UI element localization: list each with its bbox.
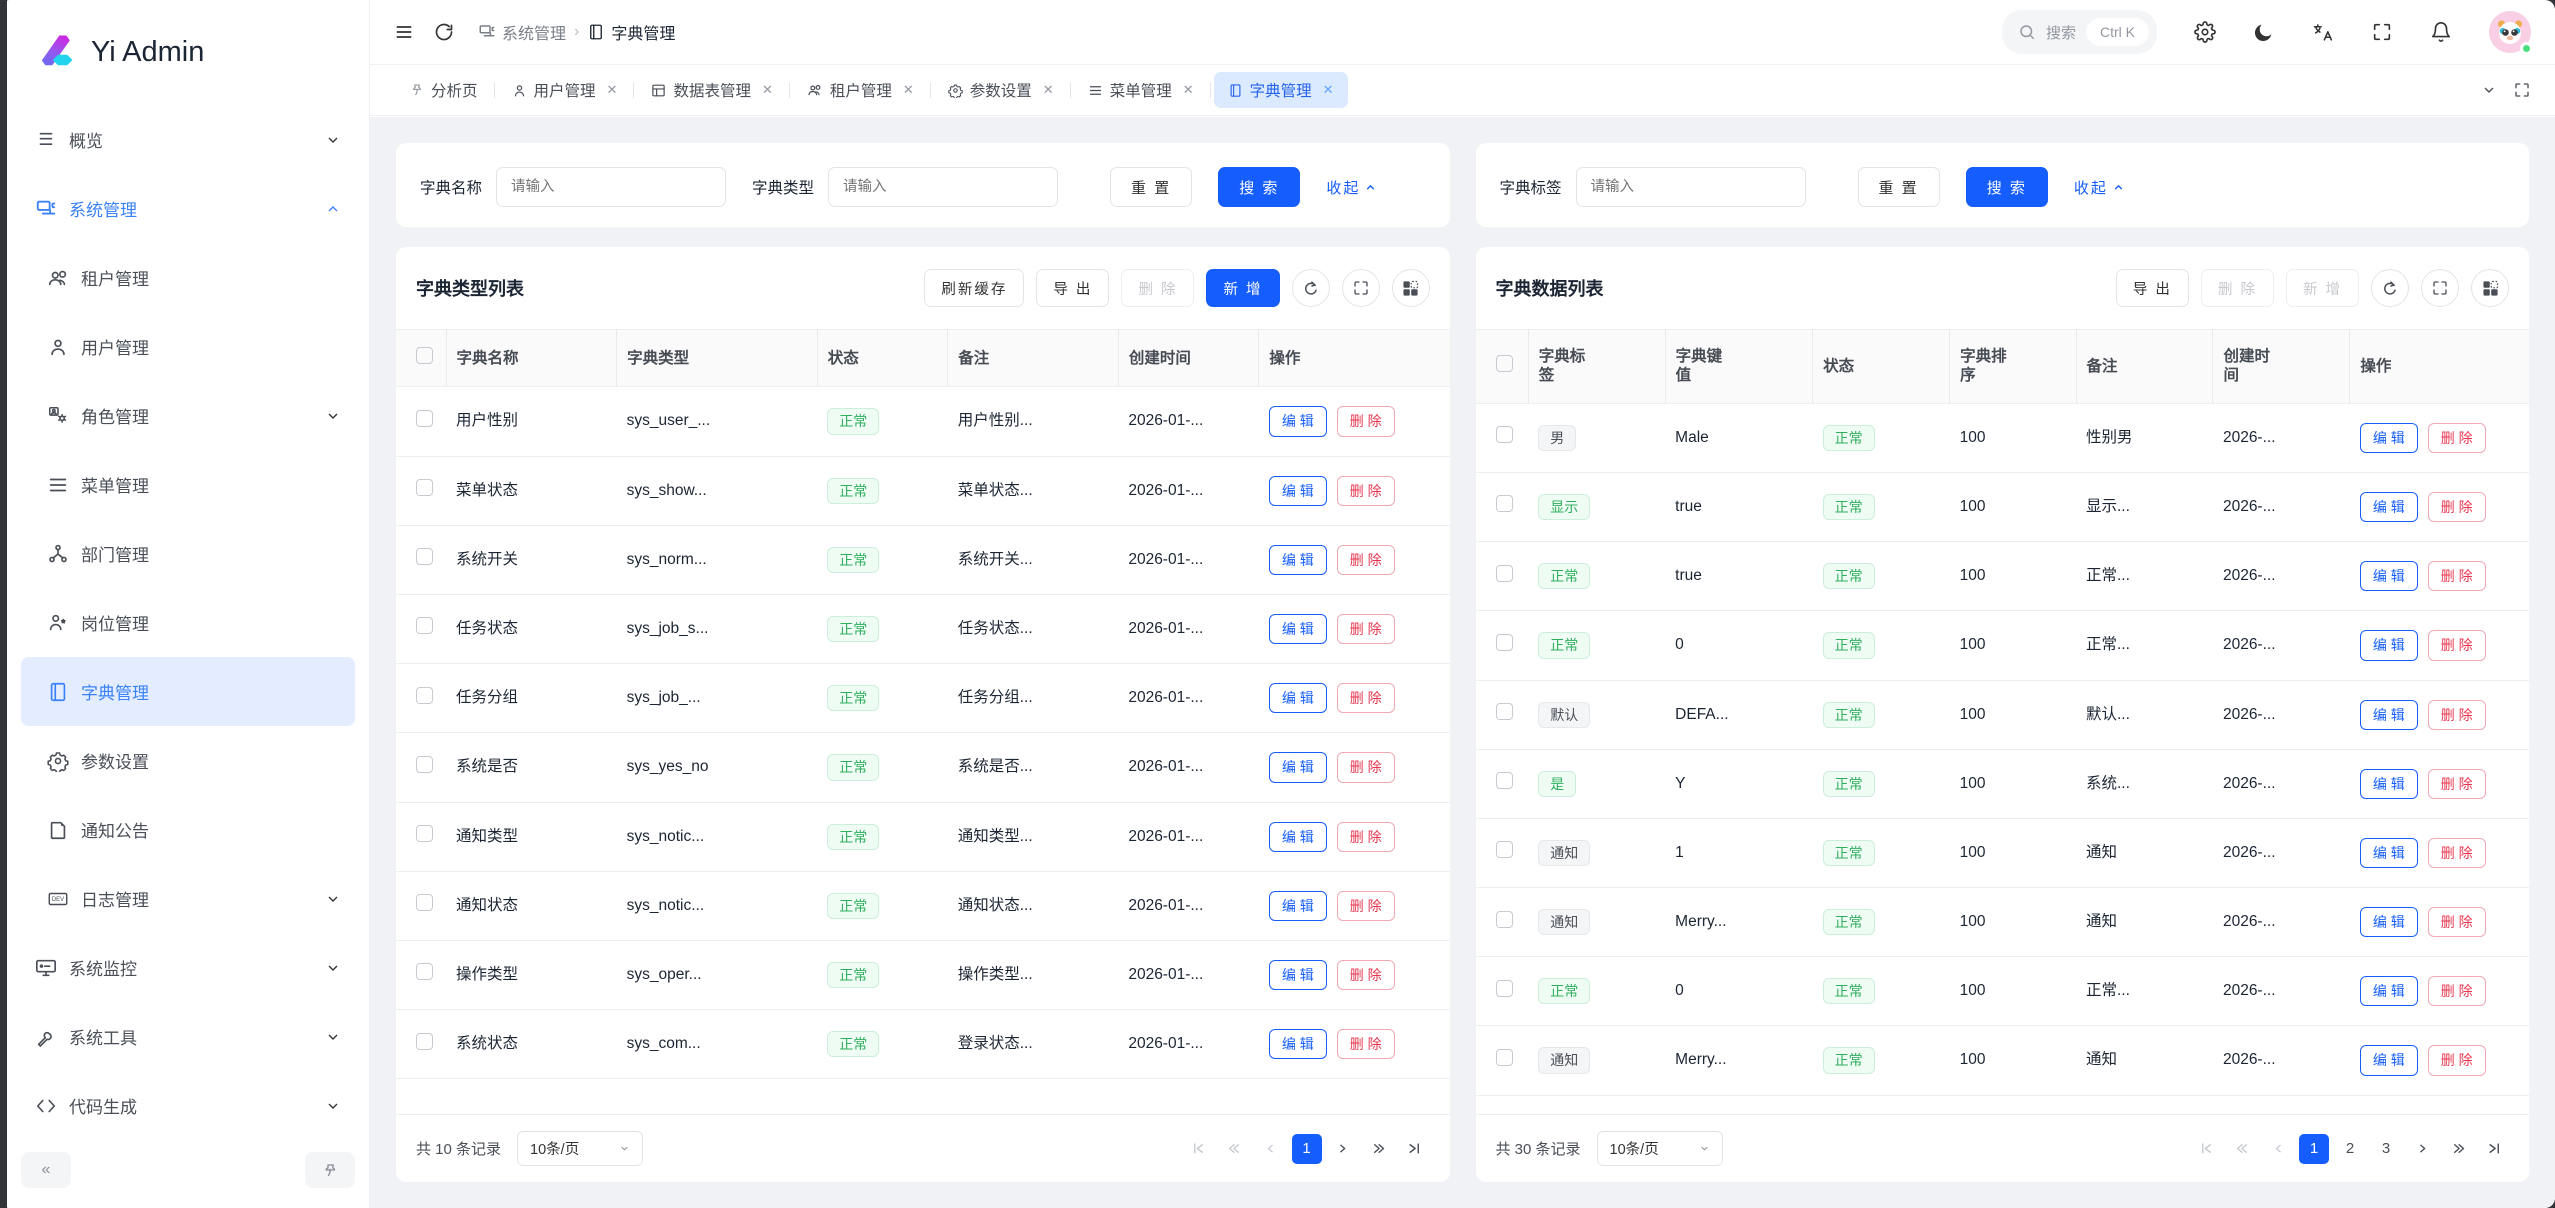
svg-text:DEV: DEV	[52, 897, 64, 903]
